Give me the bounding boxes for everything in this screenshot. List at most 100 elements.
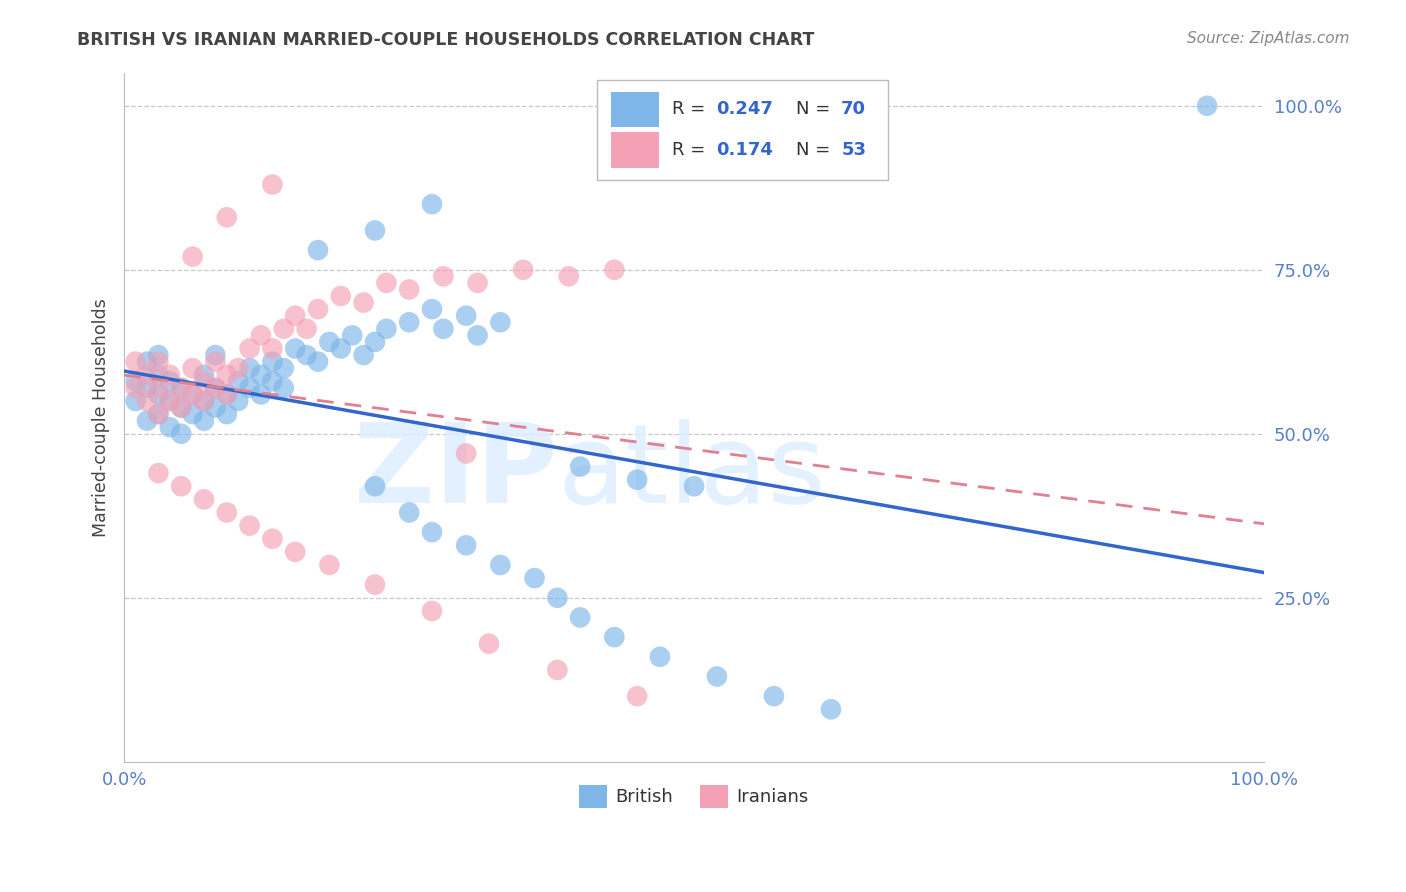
Point: [1197, 99, 1219, 113]
Text: 0.174: 0.174: [716, 141, 773, 159]
Point: [273, 322, 295, 336]
Point: [215, 387, 238, 401]
Point: [148, 407, 170, 421]
Point: [159, 394, 181, 409]
Point: [204, 381, 226, 395]
Point: [364, 577, 387, 591]
Point: [398, 315, 420, 329]
Point: [215, 211, 238, 225]
Point: [204, 401, 226, 415]
Point: [262, 374, 284, 388]
Point: [467, 276, 489, 290]
Point: [215, 506, 238, 520]
Point: [239, 518, 262, 533]
Point: [170, 479, 193, 493]
Point: [170, 426, 193, 441]
Point: [148, 466, 170, 480]
Text: BRITISH VS IRANIAN MARRIED-COUPLE HOUSEHOLDS CORRELATION CHART: BRITISH VS IRANIAN MARRIED-COUPLE HOUSEH…: [77, 31, 814, 49]
Point: [170, 381, 193, 395]
Point: [420, 525, 443, 540]
Point: [626, 689, 648, 703]
Point: [420, 604, 443, 618]
Text: ZIP: ZIP: [354, 419, 557, 526]
Point: [239, 381, 262, 395]
Text: atlas: atlas: [557, 419, 825, 526]
Point: [295, 348, 318, 362]
Point: [523, 571, 546, 585]
Point: [181, 387, 204, 401]
Point: [683, 479, 706, 493]
Point: [603, 630, 626, 644]
Point: [148, 368, 170, 382]
Point: [284, 545, 307, 559]
Point: [456, 446, 478, 460]
Point: [432, 269, 454, 284]
Text: R =: R =: [672, 101, 711, 119]
Point: [181, 407, 204, 421]
Point: [478, 637, 501, 651]
Point: [148, 387, 170, 401]
Point: [648, 649, 671, 664]
Point: [193, 368, 215, 382]
FancyBboxPatch shape: [612, 132, 659, 168]
Text: 70: 70: [841, 101, 866, 119]
Point: [273, 361, 295, 376]
Point: [170, 401, 193, 415]
Point: [226, 374, 249, 388]
Text: N =: N =: [796, 101, 835, 119]
Point: [262, 354, 284, 368]
Point: [148, 407, 170, 421]
Y-axis label: Married-couple Households: Married-couple Households: [93, 298, 110, 537]
Point: [353, 295, 375, 310]
Point: [193, 394, 215, 409]
Point: [456, 538, 478, 552]
Point: [340, 328, 363, 343]
Point: [307, 243, 329, 257]
Point: [295, 322, 318, 336]
Point: [364, 334, 387, 349]
Point: [124, 354, 146, 368]
Point: [284, 342, 307, 356]
Point: [136, 381, 159, 395]
Point: [239, 342, 262, 356]
Point: [181, 387, 204, 401]
Legend: British, Iranians: British, Iranians: [572, 778, 815, 814]
Point: [318, 334, 340, 349]
Point: [569, 459, 592, 474]
Point: [204, 348, 226, 362]
Point: [273, 381, 295, 395]
Point: [204, 354, 226, 368]
Text: Source: ZipAtlas.com: Source: ZipAtlas.com: [1187, 31, 1350, 46]
Point: [420, 197, 443, 211]
Point: [136, 414, 159, 428]
Point: [558, 269, 581, 284]
Text: N =: N =: [796, 141, 835, 159]
Text: R =: R =: [672, 141, 711, 159]
Point: [215, 387, 238, 401]
Point: [456, 309, 478, 323]
Point: [329, 342, 352, 356]
Point: [569, 610, 592, 624]
Point: [250, 387, 273, 401]
Point: [318, 558, 340, 572]
Point: [329, 289, 352, 303]
Point: [148, 348, 170, 362]
Point: [546, 591, 568, 605]
Point: [170, 381, 193, 395]
Point: [124, 394, 146, 409]
Point: [467, 328, 489, 343]
Point: [148, 354, 170, 368]
Point: [181, 361, 204, 376]
FancyBboxPatch shape: [612, 92, 659, 128]
Point: [603, 262, 626, 277]
Point: [250, 328, 273, 343]
Point: [193, 492, 215, 507]
Point: [489, 558, 512, 572]
Point: [136, 354, 159, 368]
Point: [136, 368, 159, 382]
Point: [193, 394, 215, 409]
Point: [193, 374, 215, 388]
Point: [159, 420, 181, 434]
Point: [353, 348, 375, 362]
Point: [215, 368, 238, 382]
